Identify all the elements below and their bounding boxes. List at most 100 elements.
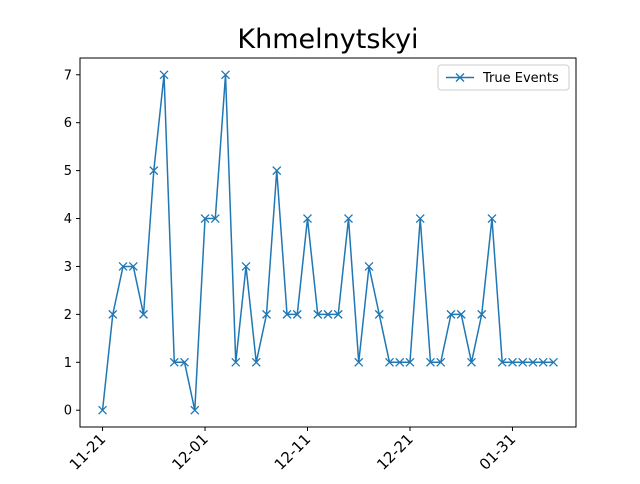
point-marker: [497, 357, 507, 367]
point-marker: [487, 214, 497, 223]
y-tick-label: 5: [64, 164, 72, 179]
point-marker: [405, 357, 415, 367]
y-tick-label: 6: [64, 116, 72, 131]
data-point: [374, 309, 384, 319]
point-marker: [528, 357, 538, 367]
point-marker: [344, 214, 353, 223]
chart-title: Khmelnytskyi: [237, 24, 418, 55]
point-marker: [508, 357, 517, 367]
x-tick-label: 12-21: [373, 430, 417, 474]
data-point: [190, 405, 200, 415]
data-point: [528, 357, 538, 367]
data-point: [333, 309, 343, 319]
point-marker: [159, 70, 169, 80]
point-marker: [426, 357, 435, 367]
data-point: [180, 357, 189, 367]
data-point: [508, 357, 517, 367]
y-axis: 0 1 2 3 4 5 6 7: [64, 68, 80, 419]
data-point: [169, 357, 179, 367]
data-point: [354, 357, 364, 367]
point-marker: [200, 214, 210, 223]
data-point: [313, 309, 323, 319]
data-point: [426, 357, 435, 367]
x-axis: 11-21 12-01 12-11 12-21 01-31: [66, 427, 519, 474]
data-point: [128, 262, 138, 271]
data-point: [251, 357, 261, 367]
y-tick-label: 1: [64, 356, 72, 371]
point-marker: [456, 309, 466, 319]
legend-marker: [455, 73, 465, 82]
point-marker: [108, 309, 118, 319]
data-point: [548, 357, 558, 367]
data-point: [139, 309, 148, 319]
point-marker: [395, 357, 405, 367]
point-marker: [467, 357, 476, 367]
data-point: [149, 166, 159, 176]
point-marker: [518, 357, 528, 367]
data-point: [98, 405, 108, 415]
data-point: [446, 309, 456, 319]
data-point: [344, 214, 353, 223]
point-marker: [385, 357, 394, 367]
data-point: [467, 357, 476, 367]
point-marker: [272, 166, 282, 176]
data-point: [159, 70, 169, 80]
point-marker: [241, 262, 251, 271]
point-marker: [262, 309, 271, 319]
point-marker: [118, 262, 128, 271]
data-point: [282, 309, 292, 319]
point-marker: [446, 309, 456, 319]
plot-area: [79, 57, 577, 428]
point-marker: [190, 405, 200, 415]
data-point: [436, 357, 446, 367]
data-point: [118, 262, 128, 271]
x-tick-label: 12-11: [271, 430, 315, 474]
point-marker: [415, 214, 425, 223]
data-point: [518, 357, 528, 367]
point-marker: [221, 70, 230, 80]
point-marker: [364, 262, 374, 271]
point-marker: [231, 357, 241, 367]
data-point: [477, 309, 487, 319]
data-point: [456, 309, 466, 319]
data-point: [108, 309, 118, 319]
data-point: [292, 309, 302, 319]
data-point: [323, 309, 333, 319]
data-point: [231, 357, 241, 367]
point-marker: [128, 262, 138, 271]
y-tick-label: 4: [64, 212, 72, 227]
point-marker: [436, 357, 446, 367]
x-tick-label: 12-01: [168, 430, 212, 474]
point-marker: [548, 357, 558, 367]
data-point: [262, 309, 271, 319]
point-marker: [323, 309, 333, 319]
data-point: [200, 214, 210, 223]
point-marker: [149, 166, 159, 176]
point-marker: [180, 357, 189, 367]
legend-label: True Events: [482, 71, 559, 86]
point-marker: [139, 309, 148, 319]
data-point: [405, 357, 415, 367]
series-line: [101, 74, 554, 411]
data-point: [415, 214, 425, 223]
data-point: [497, 357, 507, 367]
y-tick-label: 7: [64, 68, 72, 83]
point-marker: [303, 214, 312, 223]
point-marker: [282, 309, 292, 319]
point-marker: [374, 309, 384, 319]
data-point: [272, 166, 282, 176]
data-point: [364, 262, 374, 271]
x-tick-label: 01-31: [476, 430, 520, 474]
point-marker: [292, 309, 302, 319]
point-marker: [210, 214, 220, 223]
data-point: [538, 357, 548, 367]
y-tick-label: 0: [64, 404, 72, 419]
point-marker: [333, 309, 343, 319]
point-marker: [354, 357, 364, 367]
legend: True Events: [437, 64, 570, 91]
y-tick-label: 3: [64, 260, 72, 275]
point-marker: [251, 357, 261, 367]
data-point: [221, 70, 230, 80]
series-layer: [98, 70, 558, 415]
point-marker: [538, 357, 548, 367]
